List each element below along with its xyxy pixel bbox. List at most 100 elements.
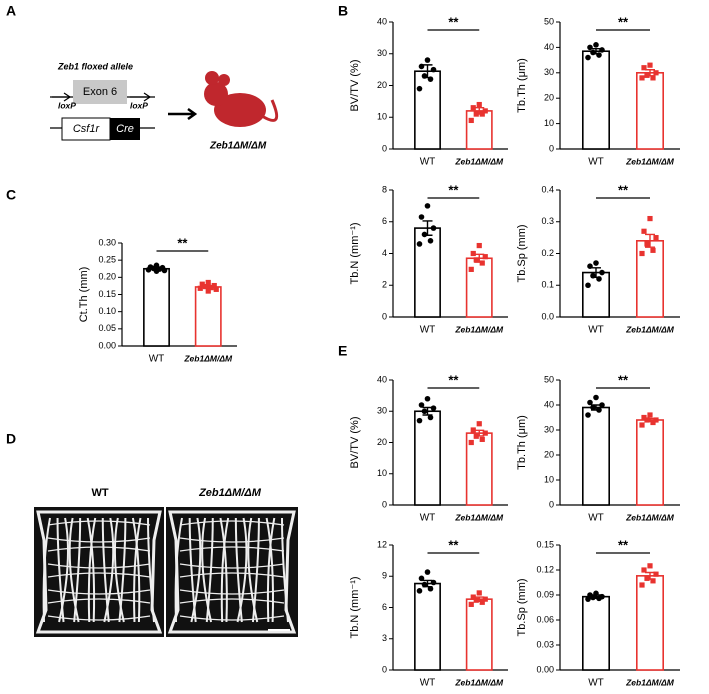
y-tick-label: 0.05	[98, 323, 116, 333]
bar	[465, 598, 493, 671]
arrow	[168, 107, 198, 121]
trabecula	[118, 517, 127, 623]
data-point	[647, 215, 653, 222]
data-point	[427, 585, 434, 592]
y-axis-label: Tb.Th (μm)	[516, 415, 528, 470]
bar	[581, 271, 610, 318]
data-point	[479, 111, 485, 117]
trabecula	[190, 517, 202, 623]
x-tick-label: Zeb1ΔM/ΔM	[454, 677, 504, 687]
data-point	[416, 85, 423, 92]
x-tick-label: WT	[420, 678, 436, 689]
data-point	[479, 436, 485, 442]
y-tick-label: 40	[544, 42, 554, 52]
image-label: WT	[91, 487, 108, 499]
data-point	[650, 247, 656, 253]
y-tick-label: 0.15	[536, 539, 554, 549]
data-point	[470, 250, 476, 257]
data-point	[418, 214, 425, 220]
bar	[194, 286, 222, 347]
trabecula	[47, 563, 151, 569]
data-point	[421, 581, 428, 588]
y-tick-label: 12	[377, 539, 387, 549]
data-point	[197, 285, 203, 291]
y-tick-label: 30	[544, 67, 554, 77]
x-tick-label: Zeb1ΔM/ΔM	[454, 512, 504, 522]
data-point	[476, 101, 482, 108]
bone-structure	[35, 510, 297, 634]
trabecula	[179, 598, 285, 604]
y-tick-label: 50	[544, 16, 554, 26]
data-point	[424, 569, 431, 575]
data-point	[482, 254, 488, 260]
data-point	[145, 266, 152, 273]
data-point	[482, 430, 488, 436]
data-point	[418, 402, 425, 408]
bar	[414, 410, 441, 506]
genetic-diagram: Zeb1 floxed allele Exon 6 loxP loxP Csf1…	[50, 61, 279, 152]
y-tick-label: 0.20	[98, 272, 116, 282]
y-tick-label: 8	[382, 184, 387, 194]
significance-label: **	[177, 235, 188, 250]
x-tick-label: Zeb1ΔM/ΔM	[183, 353, 233, 363]
data-point	[468, 117, 474, 124]
trabecula	[179, 615, 285, 621]
data-point	[430, 225, 437, 231]
y-tick-label: 6	[382, 216, 387, 226]
y-tick-label: 40	[544, 399, 554, 409]
y-tick-label: 9	[382, 571, 387, 581]
y-tick-label: 0.3	[541, 216, 554, 226]
y-tick-label: 0.15	[98, 289, 116, 299]
trabecula	[47, 520, 151, 526]
trabecula	[58, 517, 69, 623]
y-tick-label: 30	[544, 424, 554, 434]
x-tick-label: WT	[588, 678, 604, 689]
trabecula	[42, 517, 51, 623]
data-point	[599, 47, 605, 53]
y-tick-label: 0.06	[536, 614, 554, 624]
data-point	[641, 567, 647, 573]
data-point	[599, 269, 605, 276]
data-point	[468, 266, 474, 272]
y-tick-label: 30	[377, 406, 387, 416]
trabecula	[47, 546, 151, 552]
trabecula	[86, 517, 96, 623]
data-point	[421, 231, 428, 238]
trabecula	[73, 517, 82, 623]
bar	[635, 72, 664, 150]
x-tick-label: WT	[420, 157, 436, 168]
exon-label: Exon 6	[83, 86, 117, 98]
data-point	[205, 288, 211, 294]
y-tick-label: 0.10	[98, 306, 116, 316]
data-point	[590, 49, 596, 56]
exon-box	[73, 80, 127, 104]
data-point	[596, 595, 602, 602]
trabecula	[87, 517, 97, 623]
data-point	[593, 42, 599, 48]
loxp-arrows	[52, 92, 152, 102]
data-point	[644, 241, 650, 247]
y-axis-label: Tb.N (mm⁻¹)	[349, 576, 361, 638]
data-point	[153, 268, 160, 274]
y-tick-label: 10	[377, 112, 387, 122]
data-point	[470, 594, 476, 600]
data-point	[596, 52, 602, 58]
data-point	[641, 228, 647, 234]
data-point	[647, 62, 653, 68]
cre-box	[110, 118, 140, 140]
data-point	[479, 260, 485, 266]
bar	[581, 406, 610, 506]
data-point	[639, 582, 645, 588]
data-point	[650, 75, 656, 81]
data-point	[427, 76, 434, 82]
data-point	[202, 284, 208, 290]
data-point	[653, 417, 659, 423]
trabecula	[205, 517, 214, 623]
data-point	[593, 394, 599, 401]
x-tick-label: WT	[588, 325, 604, 336]
y-tick-label: 40	[377, 16, 387, 26]
significance-label: **	[448, 372, 459, 387]
data-point	[599, 402, 605, 408]
y-tick-label: 10	[377, 468, 387, 478]
